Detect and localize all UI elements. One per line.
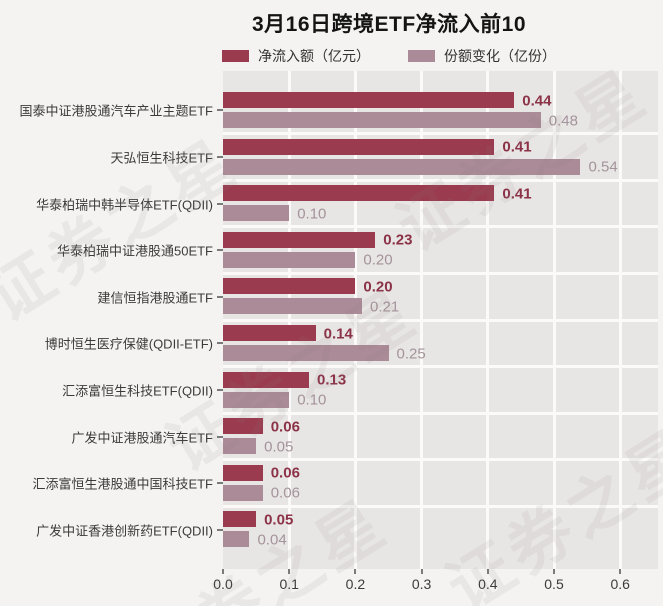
x-tick — [288, 569, 291, 574]
share-change-bar — [223, 391, 290, 408]
net-inflow-value: 0.14 — [323, 325, 353, 342]
legend: 净流入额（亿元） 份额变化（亿份） — [117, 46, 661, 66]
x-tick-label: 0.4 — [478, 576, 498, 592]
row-divider — [223, 411, 658, 415]
net-inflow-bar — [223, 371, 310, 388]
net-inflow-value: 0.05 — [264, 511, 294, 529]
category-label: 建信恒指港股通ETF — [97, 290, 213, 306]
x-tick-label: 0.2 — [345, 576, 366, 592]
x-tick — [420, 569, 423, 574]
category-label: 天弘恒生科技ETF — [110, 150, 213, 166]
share-change-value: 0.05 — [264, 438, 294, 456]
category-label: 博时恒生医疗保健(QDII-ETF) — [44, 336, 213, 352]
net-inflow-swatch — [222, 50, 249, 62]
legend-label-share-change: 份额变化（亿份） — [444, 48, 556, 64]
chart-title: 3月16日跨境ETF净流入前10 — [251, 13, 527, 36]
x-tick-label: 0.5 — [544, 576, 564, 592]
share-change-bar — [223, 112, 541, 128]
row-divider — [223, 458, 658, 462]
x-tick — [619, 569, 622, 574]
y-tick — [217, 528, 223, 531]
category-label: 汇添富恒生港股通中国科技ETF — [32, 476, 213, 492]
share-change-bar — [223, 438, 257, 455]
net-inflow-bar — [223, 185, 495, 202]
share-change-bar — [223, 531, 250, 548]
net-inflow-value: 0.06 — [270, 464, 300, 482]
net-inflow-value: 0.13 — [317, 371, 347, 389]
x-tick — [553, 569, 555, 574]
y-tick — [217, 342, 223, 345]
share-change-bar — [223, 298, 363, 315]
net-inflow-value: 0.20 — [363, 278, 393, 296]
row-divider — [223, 271, 658, 275]
net-inflow-value: 0.41 — [502, 138, 532, 156]
legend-item-net-inflow: 净流入额（亿元） — [222, 46, 370, 66]
y-tick — [217, 388, 223, 391]
net-inflow-bar — [223, 418, 263, 435]
net-inflow-bar — [223, 231, 376, 248]
net-inflow-bar — [223, 278, 356, 295]
row-divider — [223, 365, 658, 369]
share-change-bar — [223, 345, 389, 361]
x-tick-label: 0.6 — [610, 576, 630, 592]
x-tick-label: 0.1 — [279, 576, 299, 592]
share-change-value: 0.25 — [396, 345, 426, 362]
y-tick — [217, 249, 223, 252]
net-inflow-value: 0.44 — [522, 92, 552, 109]
share-change-value: 0.21 — [370, 298, 400, 316]
category-label: 华泰柏瑞中韩半导体ETF(QDII) — [36, 197, 213, 212]
category-label: 广发中证港股通汽车ETF — [71, 430, 213, 445]
net-inflow-value: 0.06 — [270, 418, 300, 436]
net-inflow-value: 0.23 — [383, 231, 413, 249]
category-label: 广发中证香港创新药ETF(QDII) — [36, 523, 213, 539]
net-inflow-bar — [223, 138, 495, 155]
row-divider — [223, 225, 658, 229]
x-tick — [354, 569, 357, 574]
net-inflow-bar — [223, 92, 515, 108]
x-tick-label: 0.0 — [213, 576, 233, 592]
plot-area: 0.44 0.48 0.41 0.54 0.41 0.10 0.23 0.20 0.20 0.21… — [223, 71, 658, 569]
row-divider — [223, 132, 658, 136]
y-tick — [217, 295, 223, 298]
y-tick — [217, 435, 223, 438]
category-label: 国泰中证港股通汽车产业主题ETF — [19, 103, 213, 119]
share-change-value: 0.10 — [297, 391, 327, 409]
share-change-value: 0.54 — [588, 158, 618, 176]
row-divider — [223, 504, 658, 508]
share-change-bar — [223, 205, 290, 222]
category-label: 汇添富恒生科技ETF(QDII) — [62, 383, 213, 399]
x-tick — [486, 569, 489, 574]
share-change-bar — [223, 251, 356, 268]
share-change-swatch — [408, 50, 435, 62]
x-tick-label: 0.3 — [411, 576, 432, 592]
category-label: 华泰柏瑞中证港股通50ETF — [56, 243, 213, 259]
share-change-value: 0.04 — [257, 531, 287, 549]
row-divider — [223, 178, 658, 182]
share-change-value: 0.10 — [297, 205, 327, 223]
net-inflow-value: 0.41 — [502, 185, 532, 203]
share-change-bar — [223, 484, 263, 501]
net-inflow-bar — [223, 511, 257, 528]
share-change-value: 0.20 — [363, 251, 393, 269]
y-tick — [217, 482, 223, 485]
net-inflow-bar — [223, 325, 316, 341]
legend-label-net-inflow: 净流入额（亿元） — [258, 48, 370, 64]
y-tick — [217, 202, 223, 205]
x-tick — [222, 569, 224, 574]
net-inflow-bar — [223, 464, 263, 481]
share-change-value: 0.48 — [548, 112, 578, 129]
y-tick — [217, 109, 223, 112]
share-change-value: 0.06 — [270, 484, 300, 502]
row-divider — [223, 318, 658, 322]
legend-item-share-change: 份额变化（亿份） — [408, 46, 556, 66]
y-tick — [217, 155, 223, 158]
share-change-bar — [223, 158, 581, 175]
